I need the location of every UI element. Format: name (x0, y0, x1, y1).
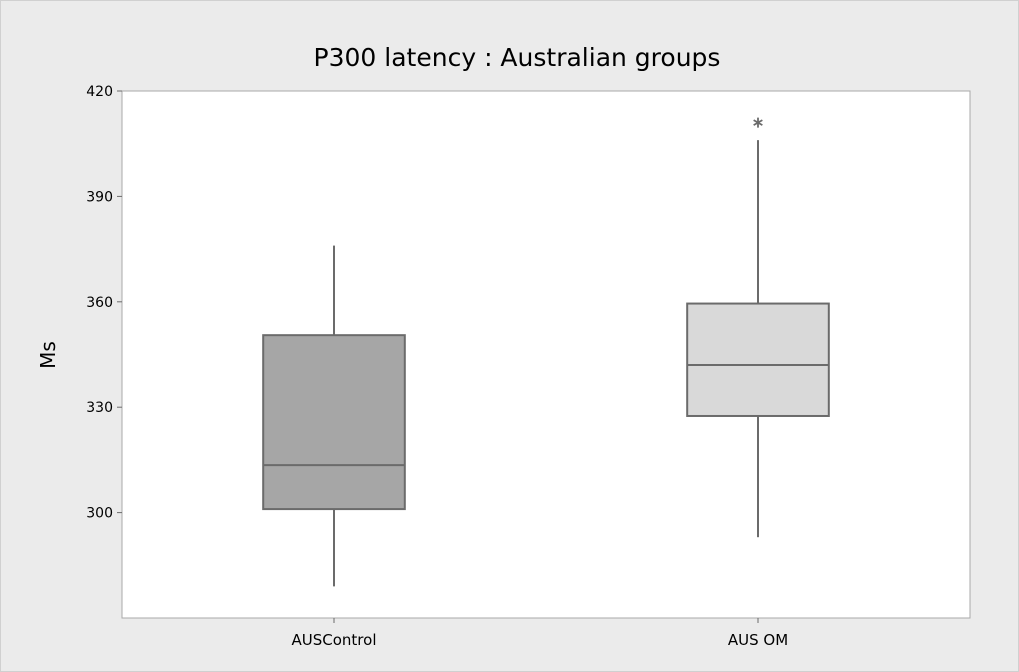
outlier-stroke (753, 119, 763, 126)
x-category-label: AUSControl (292, 631, 377, 649)
iqr-box (262, 334, 406, 511)
y-tick-label: 300 (86, 506, 113, 522)
y-tick-label: 360 (86, 295, 113, 311)
plot-area (121, 90, 971, 619)
box-1 (262, 245, 406, 587)
box-series (262, 117, 830, 587)
y-tick-label: 390 (86, 189, 113, 205)
chart-title: P300 latency : Australian groups (314, 43, 721, 72)
x-category-label: AUS OM (728, 631, 788, 649)
y-tick-label: 330 (86, 400, 113, 416)
x-axis: AUSControl AUS OM (292, 618, 788, 649)
y-axis: 300 330 360 390 420 (86, 84, 122, 522)
outlier-point (753, 117, 763, 128)
y-axis-title: Ms (36, 341, 60, 369)
box-2 (686, 117, 830, 538)
iqr-box (686, 302, 830, 417)
y-tick-label: 420 (86, 84, 113, 100)
